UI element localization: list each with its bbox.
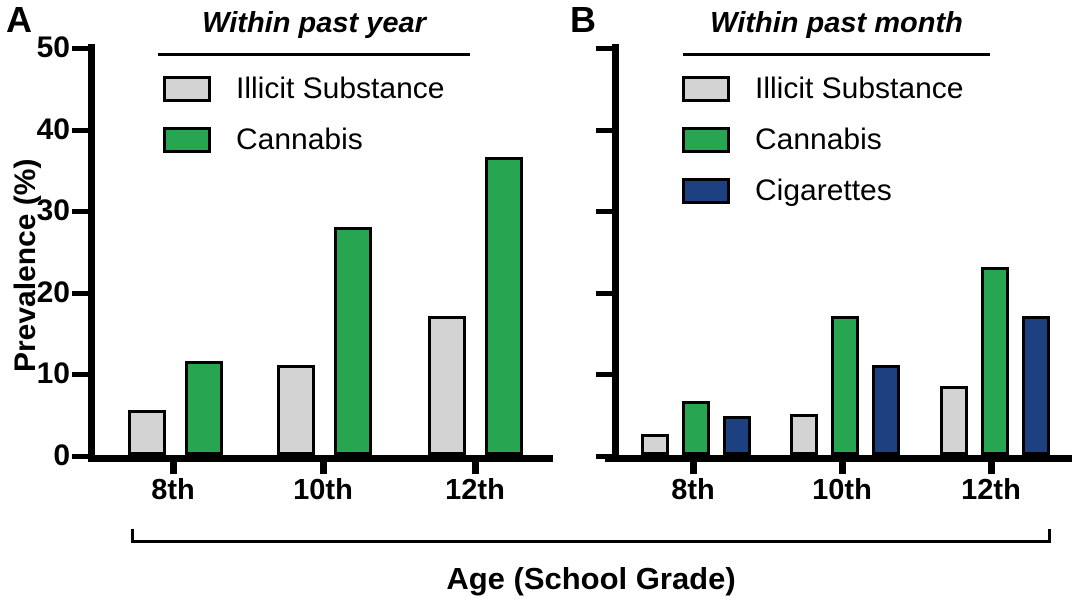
- x-tick-label-10th: 10th: [293, 474, 353, 506]
- bar-b-12th-cannabis: [981, 267, 1009, 455]
- bar-b-8th-illicit-substance: [641, 434, 669, 455]
- y-tick-50: [596, 46, 612, 51]
- x-tick-12th: [472, 462, 479, 474]
- panel-b-label: B: [570, 0, 596, 40]
- legend-swatch-cannabis: [682, 127, 730, 153]
- x-tick-label-12th: 12th: [961, 474, 1021, 506]
- legend-swatch-cannabis: [163, 127, 211, 153]
- x-tick-8th: [170, 462, 177, 474]
- bar-a-8th-illicit-substance: [128, 410, 166, 455]
- x-tick-label-8th: 8th: [151, 474, 195, 506]
- legend-swatch-illicit-substance: [163, 76, 211, 102]
- x-tick-8th: [690, 462, 697, 474]
- x-span-bracket-right-end: [1048, 529, 1051, 543]
- x-tick-10th: [839, 462, 846, 474]
- panel-b-title-underline: [683, 53, 990, 56]
- legend-label-cigarettes: Cigarettes: [755, 174, 892, 207]
- legend-swatch-illicit-substance: [682, 76, 730, 102]
- bar-a-12th-illicit-substance: [428, 316, 466, 455]
- legend-label-illicit-substance: Illicit Substance: [755, 72, 964, 105]
- x-tick-label-12th: 12th: [445, 474, 505, 506]
- y-tick-20: [72, 290, 88, 296]
- y-tick-10: [596, 372, 612, 378]
- panel-b-title: Within past month: [710, 7, 963, 39]
- bar-b-8th-cannabis: [682, 401, 710, 455]
- y-tick-40: [596, 127, 612, 133]
- legend-row-illicit-substance: Illicit Substance: [163, 72, 444, 106]
- legend-row-cannabis: Cannabis: [163, 123, 444, 157]
- bar-a-10th-illicit-substance: [277, 365, 315, 455]
- panel-a-title-underline: [158, 53, 470, 56]
- bar-a-12th-cannabis: [485, 157, 523, 455]
- x-axis-title: Age (School Grade): [446, 561, 736, 596]
- y-tick-20: [596, 290, 612, 296]
- x-span-bracket-left-end: [131, 529, 134, 543]
- bar-b-10th-cannabis: [831, 316, 859, 455]
- x-tick-12th: [988, 462, 995, 474]
- bar-a-10th-cannabis: [334, 227, 372, 455]
- legend-label-illicit-substance: Illicit Substance: [236, 72, 445, 105]
- y-tick-30: [72, 209, 88, 215]
- x-tick-label-10th: 10th: [812, 474, 872, 506]
- bar-a-8th-cannabis: [185, 361, 223, 455]
- legend-row-cannabis: Cannabis: [682, 123, 963, 157]
- bar-b-10th-illicit-substance: [790, 414, 818, 455]
- legend-row-cigarettes: Cigarettes: [682, 174, 963, 208]
- panel-a-x-axis: [88, 455, 553, 462]
- panel-a-title: Within past year: [202, 7, 426, 39]
- panel-a-y-axis: [88, 44, 95, 462]
- y-tick-50: [72, 46, 88, 51]
- y-tick-30: [596, 209, 612, 215]
- y-tick-10: [72, 372, 88, 378]
- y-tick-40: [72, 127, 88, 133]
- bar-b-12th-illicit-substance: [940, 386, 968, 455]
- x-tick-label-8th: 8th: [671, 474, 715, 506]
- legend-label-cannabis: Cannabis: [236, 123, 363, 156]
- panel-b-y-axis: [612, 44, 619, 462]
- panel-b-x-axis: [605, 455, 1072, 462]
- bar-b-12th-cigarettes: [1022, 316, 1050, 455]
- legend-swatch-cigarettes: [682, 178, 730, 204]
- panel-b-legend: Illicit Substance Cannabis Cigarettes: [682, 72, 963, 225]
- panel-a-label: A: [6, 0, 32, 40]
- x-tick-10th: [320, 462, 327, 474]
- panel-a-legend: Illicit Substance Cannabis: [163, 72, 444, 174]
- bar-b-10th-cigarettes: [872, 365, 900, 455]
- x-span-bracket: [131, 540, 1051, 543]
- y-tick-label-0: 0: [53, 439, 70, 472]
- y-axis-title: Prevalence (%): [9, 158, 42, 372]
- legend-row-illicit-substance: Illicit Substance: [682, 72, 963, 106]
- legend-label-cannabis: Cannabis: [755, 123, 882, 156]
- y-tick-0: [72, 454, 88, 459]
- bar-b-8th-cigarettes: [723, 416, 751, 455]
